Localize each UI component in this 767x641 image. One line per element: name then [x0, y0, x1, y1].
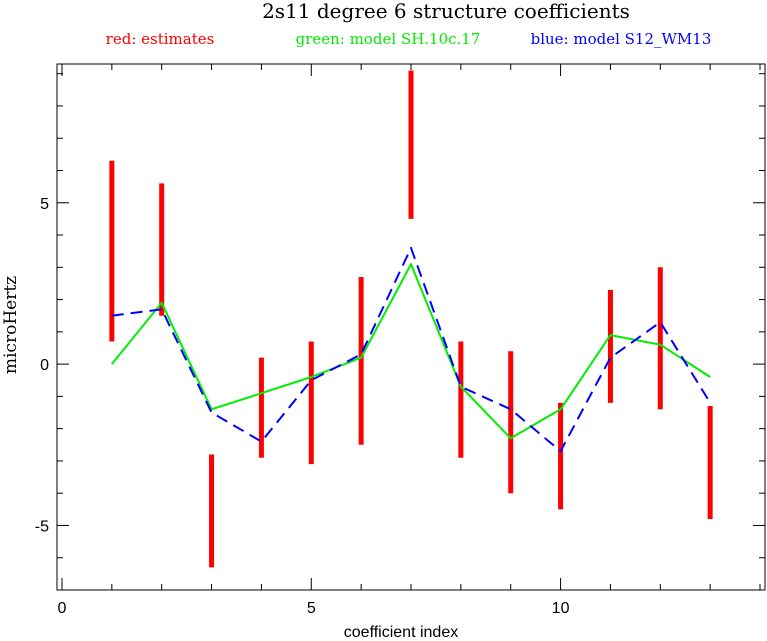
- axis-ticks: [57, 64, 765, 591]
- y-axis-label: microHertz: [1, 276, 21, 374]
- model-lines: [111, 246, 712, 453]
- x-tick-label: 5: [307, 600, 316, 617]
- legend-model-s12wm13: blue: model S12_WM13: [531, 30, 712, 48]
- legend-estimates: red: estimates: [106, 30, 215, 48]
- x-tick-label: 0: [58, 600, 67, 617]
- legend-model-sh10c17: green: model SH.10c.17: [296, 30, 481, 48]
- y-tick-label: 5: [40, 196, 49, 213]
- model-sh10c17-line: [111, 263, 711, 440]
- x-tick-label: 10: [552, 600, 570, 617]
- model-s12wm13-line: [111, 246, 712, 453]
- x-axis-label: coefficient index: [344, 624, 458, 641]
- y-tick-label: -5: [35, 518, 49, 535]
- x-tick-labels: 0 5 10: [58, 600, 570, 617]
- chart-title: 2s11 degree 6 structure coefficients: [262, 0, 630, 23]
- y-tick-labels: -5 0 5: [35, 196, 49, 536]
- y-tick-label: 0: [40, 357, 49, 374]
- estimate-error-bars: [109, 70, 713, 568]
